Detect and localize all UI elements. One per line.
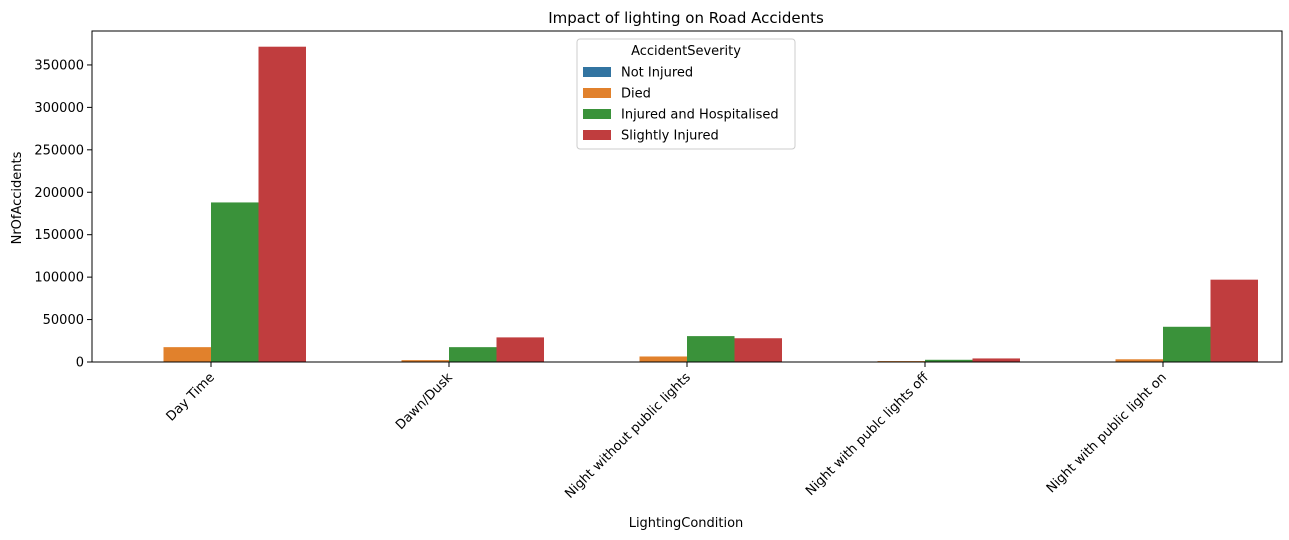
x-tick-label: Night with publc lights off xyxy=(803,369,932,498)
bar-slightly-injured-3 xyxy=(972,358,1020,362)
legend-swatch xyxy=(583,130,611,140)
bar-died-0 xyxy=(163,347,211,362)
y-tick-label: 300000 xyxy=(34,101,84,116)
bar-injured-and-hospitalised-3 xyxy=(925,359,973,362)
plot-frame xyxy=(91,30,1283,363)
legend-label: Injured and Hospitalised xyxy=(621,108,779,123)
legend-swatch xyxy=(583,109,611,119)
legend-box xyxy=(576,38,796,150)
bar-slightly-injured-4 xyxy=(1210,279,1258,362)
legend: AccidentSeverity Not Injured Died Injured a… xyxy=(576,38,796,150)
legend-label: Died xyxy=(621,87,651,102)
bar-died-1 xyxy=(401,360,449,362)
x-tick-label: Night without public lights xyxy=(562,370,694,502)
bar-died-2 xyxy=(639,356,687,362)
chart-title: Impact of lighting on Road Accidents xyxy=(548,9,824,27)
legend-label: Slightly Injured xyxy=(621,129,719,144)
y-tick-label: 0 xyxy=(76,356,84,371)
bar-injured-and-hospitalised-4 xyxy=(1163,326,1211,362)
bar-injured-and-hospitalised-1 xyxy=(449,347,497,362)
x-tick-label: Night with public light on xyxy=(1044,370,1170,496)
legend-swatch xyxy=(583,88,611,98)
bar-slightly-injured-2 xyxy=(734,338,782,362)
bar-died-4 xyxy=(1115,359,1163,362)
bar-slightly-injured-1 xyxy=(496,337,544,362)
x-tick-label: Dawn/Dusk xyxy=(393,370,456,433)
y-tick-label: 200000 xyxy=(34,186,84,201)
y-tick-label: 100000 xyxy=(34,271,84,286)
legend-title: AccidentSeverity xyxy=(631,44,741,59)
legend-swatch xyxy=(583,67,611,77)
x-tick-label: Day Time xyxy=(164,370,218,424)
y-axis-label: NrOfAccidents xyxy=(10,151,25,244)
x-axis-label: LightingCondition xyxy=(629,516,744,531)
bars-group xyxy=(163,46,1258,362)
bar-injured-and-hospitalised-2 xyxy=(687,336,735,362)
y-tick-label: 50000 xyxy=(43,313,84,328)
y-tick-label: 150000 xyxy=(34,228,84,243)
y-tick-label: 350000 xyxy=(34,58,84,73)
y-tick-label: 250000 xyxy=(34,143,84,158)
bar-slightly-injured-0 xyxy=(258,46,306,362)
legend-label: Not Injured xyxy=(621,66,693,81)
bar-injured-and-hospitalised-0 xyxy=(211,202,259,362)
